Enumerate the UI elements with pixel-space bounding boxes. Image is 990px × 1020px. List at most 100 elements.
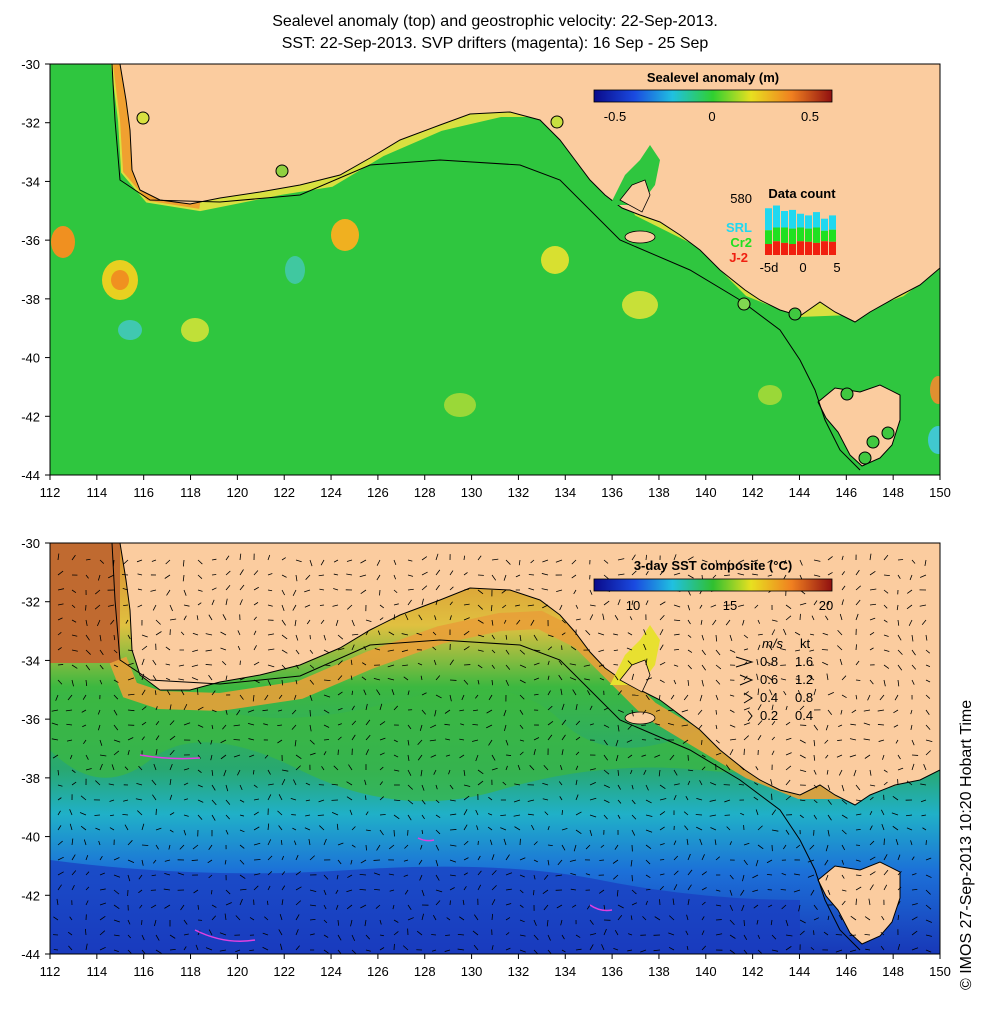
velocity-arrow bbox=[477, 884, 482, 891]
velocity-arrow bbox=[309, 855, 315, 861]
velocity-arrow bbox=[295, 854, 299, 861]
velocity-arrow bbox=[195, 944, 199, 951]
velocity-arrow bbox=[897, 886, 902, 891]
velocity-arrow bbox=[375, 904, 381, 909]
velocity-arrow bbox=[715, 724, 718, 730]
velocity-arrow bbox=[659, 679, 665, 683]
velocity-arrow bbox=[752, 889, 759, 893]
velocity-arrow bbox=[309, 918, 316, 921]
velocity-arrow bbox=[543, 904, 549, 911]
velocity-arrow bbox=[124, 766, 129, 771]
velocity-arrow bbox=[97, 724, 101, 731]
velocity-arrow bbox=[699, 694, 703, 702]
velocity-arrow bbox=[138, 765, 143, 771]
velocity-arrow bbox=[267, 679, 272, 686]
velocity-arrow bbox=[710, 827, 717, 831]
velocity-arrow bbox=[113, 934, 120, 937]
velocity-arrow bbox=[444, 723, 451, 726]
velocity-arrow bbox=[71, 838, 74, 846]
velocity-arrow bbox=[825, 615, 829, 621]
velocity-arrow bbox=[519, 664, 527, 669]
velocity-arrow bbox=[197, 724, 204, 728]
sst-frame bbox=[49, 542, 941, 955]
velocity-arrow bbox=[672, 898, 675, 906]
velocity-arrow bbox=[569, 677, 577, 681]
velocity-arrow bbox=[295, 945, 300, 951]
velocity-arrow bbox=[225, 584, 231, 591]
velocity-arrow bbox=[407, 739, 410, 746]
speed-legend-kt: 0.4 bbox=[795, 708, 813, 723]
velocity-arrow bbox=[925, 664, 931, 667]
velocity-arrow bbox=[614, 844, 619, 850]
velocity-arrow bbox=[911, 856, 915, 861]
velocity-arrow bbox=[729, 749, 734, 756]
velocity-arrow bbox=[795, 844, 801, 849]
velocity-arrow bbox=[897, 767, 904, 771]
velocity-arrow bbox=[855, 844, 861, 846]
velocity-arrow bbox=[487, 813, 493, 816]
velocity-arrow bbox=[583, 664, 591, 667]
velocity-arrow bbox=[575, 934, 581, 938]
velocity-arrow bbox=[813, 688, 817, 696]
velocity-arrow bbox=[743, 735, 749, 741]
velocity-arrow bbox=[701, 871, 707, 876]
lat-tick-label: -30 bbox=[21, 57, 40, 72]
lat-tick-label: -34 bbox=[21, 653, 40, 668]
speed-legend-unit-ms: m/s bbox=[762, 636, 783, 651]
velocity-arrow bbox=[113, 904, 120, 909]
velocity-arrow bbox=[279, 943, 283, 951]
velocity-arrow bbox=[249, 754, 255, 758]
velocity-arrow bbox=[617, 690, 622, 696]
velocity-arrow bbox=[267, 573, 273, 576]
velocity-arrow bbox=[196, 615, 199, 621]
velocity-arrow bbox=[645, 571, 649, 576]
velocity-arrow bbox=[684, 825, 689, 831]
velocity-arrow bbox=[503, 838, 507, 846]
velocity-arrow bbox=[771, 750, 775, 756]
velocity-arrow bbox=[827, 799, 832, 805]
velocity-arrow bbox=[463, 572, 468, 576]
velocity-arrow bbox=[835, 949, 843, 953]
velocity-arrow bbox=[893, 724, 899, 728]
velocity-arrow bbox=[827, 889, 831, 895]
lon-tick-label: 148 bbox=[882, 485, 904, 500]
sst-kangaroo-island bbox=[624, 711, 656, 725]
velocity-arrow bbox=[883, 854, 888, 861]
velocity-arrow bbox=[925, 739, 933, 742]
velocity-arrow bbox=[755, 809, 759, 816]
velocity-arrow bbox=[477, 679, 480, 685]
velocity-arrow bbox=[337, 634, 344, 640]
velocity-arrow bbox=[127, 949, 132, 954]
data-count-bar bbox=[805, 215, 812, 229]
velocity-arrow bbox=[505, 854, 510, 861]
velocity-arrow bbox=[150, 589, 157, 592]
velocity-arrow bbox=[416, 930, 423, 936]
velocity-arrow bbox=[197, 769, 202, 774]
velocity-arrow bbox=[155, 934, 160, 941]
data-count-bar bbox=[797, 213, 804, 228]
velocity-arrow bbox=[855, 859, 861, 862]
velocity-arrow bbox=[169, 704, 172, 711]
velocity-arrow bbox=[169, 763, 173, 771]
lon-tick-label: 120 bbox=[227, 485, 249, 500]
velocity-arrow bbox=[393, 603, 399, 606]
velocity-arrow bbox=[154, 919, 157, 927]
speed-legend-arrow bbox=[739, 674, 754, 686]
velocity-arrow bbox=[457, 948, 465, 951]
velocity-arrow bbox=[57, 825, 62, 831]
velocity-arrow bbox=[99, 915, 106, 921]
velocity-arrow bbox=[589, 797, 597, 801]
velocity-arrow bbox=[239, 888, 247, 891]
velocity-arrow bbox=[533, 693, 539, 696]
velocity-arrow bbox=[169, 604, 173, 612]
velocity-arrow bbox=[183, 589, 187, 596]
velocity-arrow bbox=[164, 859, 171, 862]
velocity-arrow bbox=[225, 598, 228, 606]
velocity-arrow bbox=[726, 826, 731, 831]
velocity-arrow bbox=[542, 889, 549, 895]
velocity-arrow bbox=[897, 854, 901, 861]
velocity-arrow bbox=[433, 769, 437, 775]
velocity-arrow bbox=[841, 859, 844, 865]
velocity-arrow bbox=[71, 589, 77, 594]
velocity-arrow bbox=[617, 784, 621, 790]
